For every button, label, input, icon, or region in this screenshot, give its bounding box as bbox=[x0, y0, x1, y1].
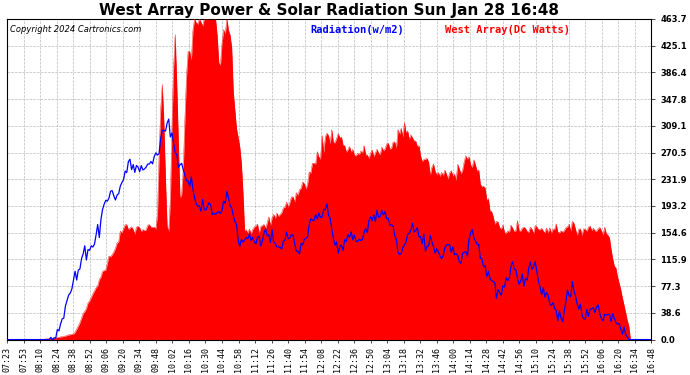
Text: West Array(DC Watts): West Array(DC Watts) bbox=[445, 26, 571, 35]
Text: Radiation(w/m2): Radiation(w/m2) bbox=[310, 26, 404, 35]
Title: West Array Power & Solar Radiation Sun Jan 28 16:48: West Array Power & Solar Radiation Sun J… bbox=[99, 3, 560, 18]
Text: Copyright 2024 Cartronics.com: Copyright 2024 Cartronics.com bbox=[10, 26, 142, 34]
